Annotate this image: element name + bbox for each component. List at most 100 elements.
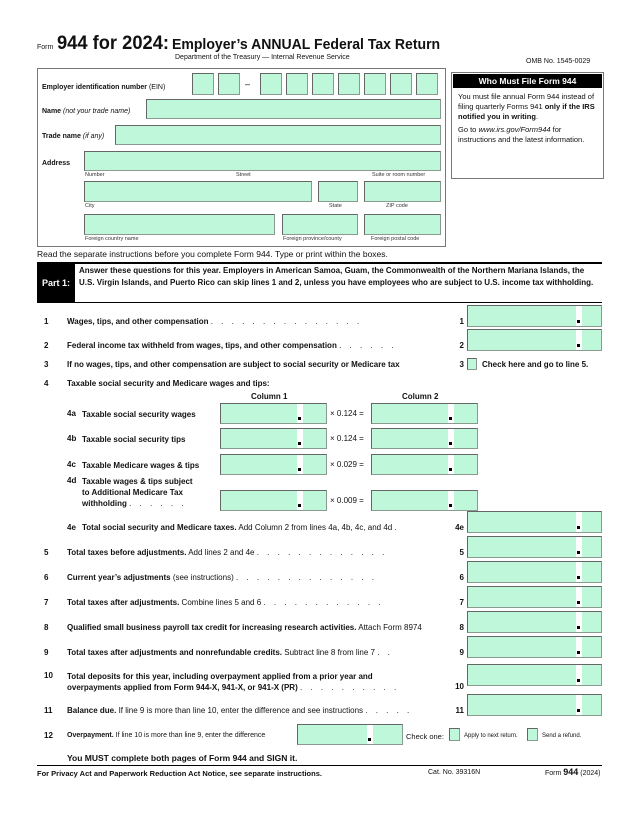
city-field[interactable] — [84, 181, 312, 202]
irs-link[interactable]: www.irs.gov/Form944 — [478, 125, 551, 134]
line-text: Balance due. If line 9 is more than line… — [67, 706, 412, 715]
line-text: Current year’s adjustments (see instruct… — [67, 573, 377, 582]
decimal-point — [577, 526, 580, 529]
state-caption: State — [329, 203, 342, 209]
form-number: 944 for 2024: — [57, 33, 170, 54]
foreign-country-caption: Foreign country name — [85, 236, 139, 242]
ein-digit-box-8[interactable] — [390, 73, 412, 95]
decimal-point — [298, 504, 301, 507]
zip-caption: ZIP code — [386, 203, 408, 209]
address-street-field[interactable] — [84, 151, 441, 171]
foreign-province-caption: Foreign province/county — [283, 236, 342, 242]
line-8-amount-field[interactable] — [467, 611, 602, 633]
line-4a-column-2-field[interactable] — [371, 403, 478, 424]
line-text: Taxable Medicare wages & tips — [82, 460, 199, 471]
cents-separator — [576, 587, 582, 607]
decimal-point — [577, 679, 580, 682]
decimal-point — [577, 601, 580, 604]
line-text-bold: Balance due. — [67, 706, 117, 715]
leader-dots: . . . . . . . . . . . . — [263, 598, 384, 607]
ein-digit-box-5[interactable] — [312, 73, 334, 95]
who-must-file-link-text: Go to www.irs.gov/Form944 for instructio… — [458, 125, 585, 144]
line-2-amount-field[interactable] — [467, 329, 602, 351]
decimal-point — [577, 320, 580, 323]
decimal-point — [449, 442, 452, 445]
line-4d-column-1-field[interactable] — [220, 490, 327, 511]
cents-separator — [576, 665, 582, 685]
leader-dots: . . . . . . . . . . . . . . — [235, 573, 377, 582]
trade-name-field[interactable] — [115, 125, 441, 145]
catalog-number: Cat. No. 39316N — [428, 769, 481, 776]
apply-next-return-checkbox[interactable] — [449, 728, 460, 741]
foreign-province-field[interactable] — [282, 214, 358, 235]
line-ref: 2 — [459, 341, 464, 350]
cents-separator — [576, 306, 582, 326]
name-field[interactable] — [146, 99, 441, 119]
address-label: Address — [42, 160, 71, 167]
ein-digit-box-4[interactable] — [286, 73, 308, 95]
ein-digit-box-3[interactable] — [260, 73, 282, 95]
line-4d-column-2-field[interactable] — [371, 490, 478, 511]
cents-separator — [448, 404, 454, 423]
ein-digit-box-1[interactable] — [192, 73, 214, 95]
send-refund-checkbox[interactable] — [527, 728, 538, 741]
ein-digit-box-6[interactable] — [338, 73, 360, 95]
line-4a-column-1-field[interactable] — [220, 403, 327, 424]
who-must-file-text: You must file annual Form 944 instead of… — [458, 92, 595, 121]
who-must-file-box: Who Must File Form 944 You must file ann… — [451, 72, 604, 179]
cents-separator — [297, 455, 303, 474]
line-3-check-label: Check here and go to line 5. — [482, 360, 589, 369]
line-text-normal: Combine lines 5 and 6 — [179, 598, 262, 607]
ein-digit-box-9[interactable] — [416, 73, 438, 95]
line-ref: 10 — [455, 682, 464, 691]
foreign-postal-field[interactable] — [364, 214, 441, 235]
leader-dots: . . . . . — [365, 706, 413, 715]
cents-separator — [297, 429, 303, 448]
decimal-point — [298, 442, 301, 445]
line-text: Overpayment. If line 10 is more than lin… — [67, 732, 266, 739]
foreign-country-field[interactable] — [84, 214, 275, 235]
line-3-checkbox[interactable] — [467, 358, 477, 370]
decimal-point — [577, 551, 580, 554]
rate-label: × 0.029 = — [330, 460, 364, 469]
street-caption: Street — [236, 172, 251, 178]
form-word: Form — [37, 44, 54, 51]
name-label: Name (not your trade name) — [42, 108, 131, 115]
line-12-overpayment-field[interactable] — [297, 724, 403, 745]
line-4c-column-1-field[interactable] — [220, 454, 327, 475]
line-4b-column-2-field[interactable] — [371, 428, 478, 449]
line-text-bold: Total social security and Medicare taxes… — [82, 523, 237, 532]
state-field[interactable] — [318, 181, 358, 202]
leader-dots: . — [394, 523, 400, 532]
line-4c-column-2-field[interactable] — [371, 454, 478, 475]
omb-number: OMB No. 1545-0029 — [526, 58, 591, 65]
send-refund-label: Send a refund. — [542, 733, 582, 739]
page-title: Employer’s ANNUAL Federal Tax Return — [172, 36, 441, 53]
line-4b-column-1-field[interactable] — [220, 428, 327, 449]
line-text: Taxable social security wages — [82, 410, 196, 419]
line-10-amount-field[interactable] — [467, 664, 602, 686]
zip-field[interactable] — [364, 181, 441, 202]
line-11-amount-field[interactable] — [467, 694, 602, 716]
decimal-point — [449, 504, 452, 507]
leader-dots: . . . . . . . . . . — [299, 683, 400, 692]
line-1-amount-field[interactable] — [467, 305, 602, 327]
suite-caption: Suite or room number — [372, 172, 426, 178]
line-4e-amount-field[interactable] — [467, 511, 602, 533]
ein-digit-box-2[interactable] — [218, 73, 240, 95]
identity-box — [37, 68, 446, 247]
cents-separator — [448, 429, 454, 448]
line-text-normal: (see instructions) — [170, 573, 234, 582]
line-9-amount-field[interactable] — [467, 636, 602, 658]
cents-separator — [576, 330, 582, 350]
line-text: to Additional Medicare Tax — [82, 488, 183, 497]
line-6-amount-field[interactable] — [467, 561, 602, 583]
ein-dash: – — [245, 79, 251, 89]
ein-digit-box-7[interactable] — [364, 73, 386, 95]
line-5-amount-field[interactable] — [467, 536, 602, 558]
line-text-normal: Attach Form 8974 — [356, 623, 422, 632]
line-number: 10 — [44, 671, 53, 680]
line-text: Taxable social security wages — [82, 409, 196, 420]
line-7-amount-field[interactable] — [467, 586, 602, 608]
read-instructions-note: Read the separate instructions before yo… — [37, 249, 388, 259]
